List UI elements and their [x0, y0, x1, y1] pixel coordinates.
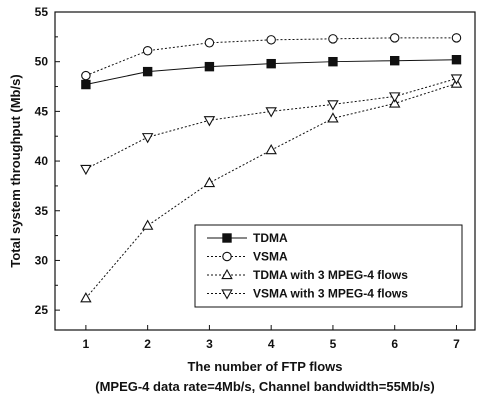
data-point	[142, 46, 153, 56]
legend-marker	[221, 268, 233, 280]
data-point	[390, 55, 400, 66]
data-point	[81, 70, 91, 81]
legend-label: TDMA	[253, 231, 288, 245]
data-point	[203, 116, 216, 127]
legend-entry: VSMA with 3 MPEG-4 flows	[207, 287, 408, 301]
x-tick-label: 5	[330, 337, 337, 351]
x-tick-label: 3	[206, 337, 213, 351]
y-tick-label: 25	[35, 303, 49, 317]
legend-marker	[222, 233, 232, 243]
y-tick-label: 40	[35, 154, 49, 168]
data-point	[328, 34, 338, 44]
x-tick-label: 6	[391, 337, 398, 351]
y-tick-label: 45	[35, 104, 49, 118]
data-point	[389, 33, 400, 43]
x-tick-label: 4	[268, 337, 275, 351]
x-axis-title: The number of FTP flows	[187, 359, 342, 374]
y-tick-label: 55	[35, 5, 49, 19]
legend-entry: VSMA	[207, 250, 288, 264]
legend-entry: TDMA with 3 MPEG-4 flows	[207, 268, 408, 282]
data-point	[265, 144, 277, 155]
data-point	[204, 38, 215, 48]
data-point	[388, 97, 401, 108]
y-tick-label: 35	[35, 204, 49, 218]
data-point	[81, 79, 91, 90]
data-point	[266, 35, 276, 45]
data-point	[451, 55, 462, 65]
series-0	[81, 55, 462, 90]
data-point	[328, 56, 338, 67]
series-1	[81, 33, 462, 81]
legend-marker	[221, 289, 233, 300]
data-point	[80, 292, 92, 303]
data-point	[327, 112, 339, 123]
legend-label: TDMA with 3 MPEG-4 flows	[253, 268, 408, 282]
x-axis-ticks: 1 2 3 4 5 6 7	[83, 325, 460, 351]
data-point	[265, 107, 277, 118]
series-3	[80, 74, 463, 176]
legend-marker	[222, 251, 232, 262]
data-point	[141, 133, 154, 144]
series-2	[80, 77, 463, 303]
data-point	[450, 74, 463, 85]
data-point	[142, 66, 153, 77]
plot-frame	[54, 11, 476, 331]
data-point	[451, 33, 462, 43]
y-tick-label: 30	[35, 253, 49, 267]
data-point	[388, 92, 401, 103]
x-tick-label: 1	[83, 337, 90, 351]
x-tick-label: 7	[453, 337, 460, 351]
data-point	[203, 176, 216, 188]
series-line	[85, 78, 457, 170]
legend-entry: TDMA	[207, 231, 288, 245]
legend-label: VSMA with 3 MPEG-4 flows	[253, 287, 408, 301]
data-point	[204, 61, 215, 72]
y-axis-ticks: 25 30 35 40 45 50 55	[35, 5, 60, 317]
y-axis-title: Total system throughput (Mb/s)	[8, 74, 23, 267]
data-point	[327, 100, 339, 111]
series-layer	[80, 33, 463, 303]
legend-label: VSMA	[253, 250, 288, 264]
legend: TDMA VSMA TDMA with 3 MPEG-4 flows VSMA wit…	[194, 224, 463, 308]
data-point	[141, 219, 154, 230]
data-point	[266, 58, 276, 69]
y-tick-label: 50	[35, 55, 49, 69]
x-tick-label: 2	[144, 337, 151, 351]
x-axis-note: (MPEG-4 data rate=4Mb/s, Channel bandwid…	[95, 379, 435, 394]
data-point	[80, 164, 92, 176]
